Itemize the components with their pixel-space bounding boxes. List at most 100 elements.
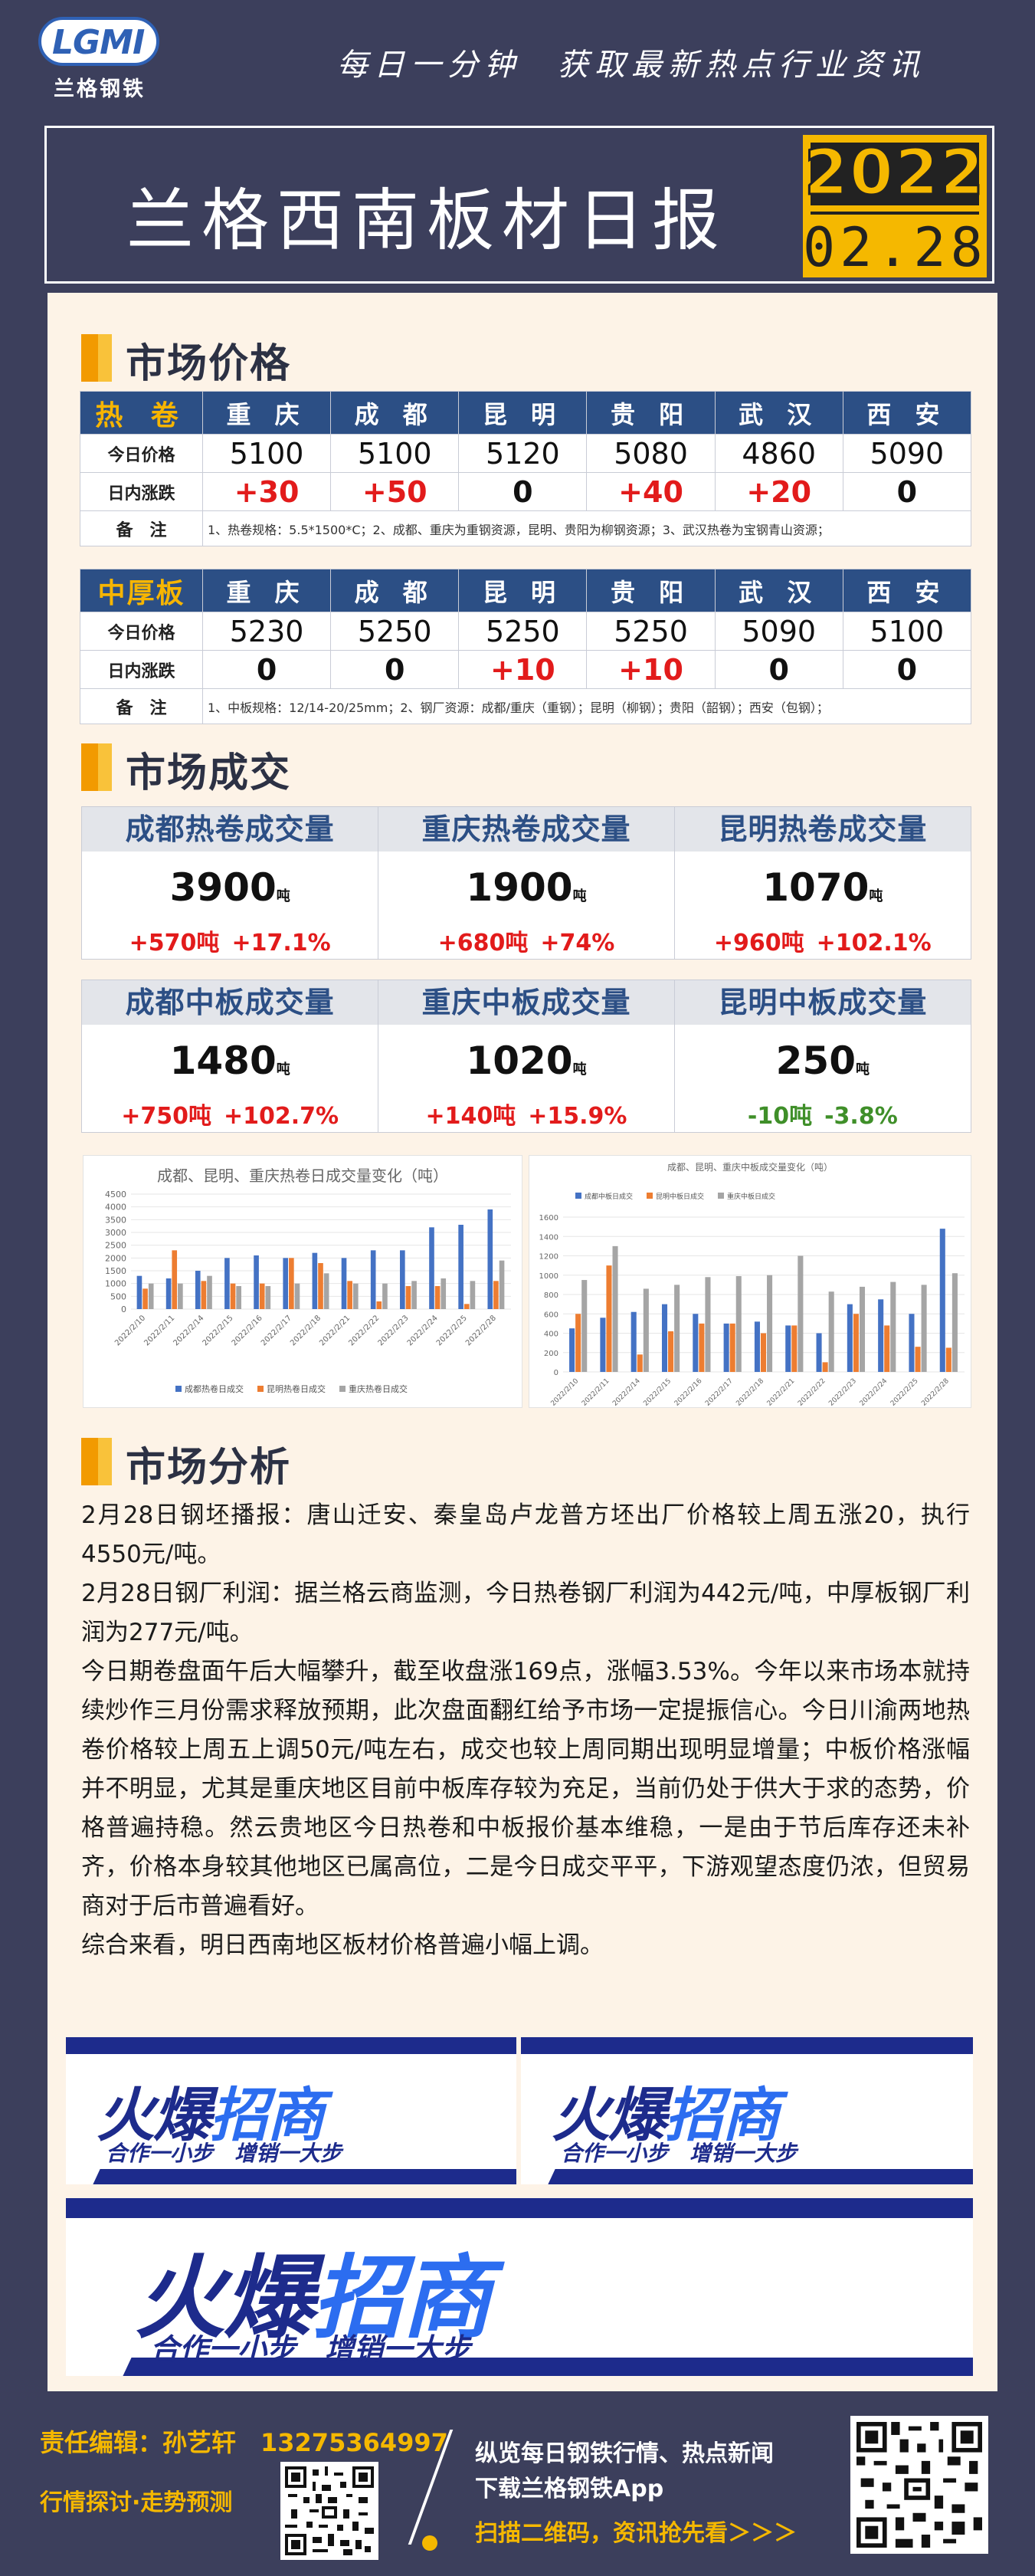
top-bar: LGMI 兰格钢铁 每日一分钟 获取最新热点行业资讯 — [0, 0, 1035, 115]
banner-sub: 合作一小步 增销一大步 — [150, 2332, 471, 2366]
volume-card: 昆明热卷成交量 1070吨 +960吨 +102.1% — [673, 806, 971, 960]
bar — [785, 1325, 791, 1372]
price-cell: 5100 — [201, 434, 332, 473]
promo-banner[interactable]: 火爆招商 合作一小步 增销一大步 — [521, 2037, 973, 2184]
change-row: 日内涨跌 +30 +50 0 +40 +20 0 — [80, 472, 972, 511]
scan-qr-line[interactable]: 扫描二维码，资讯抢先看＞＞＞ — [475, 2520, 797, 2547]
bar — [142, 1288, 148, 1309]
volume-value-line: 3900吨 — [82, 867, 378, 917]
x-tick-label: 2022/2/21 — [318, 1314, 352, 1347]
volume-unit: 吨 — [276, 1062, 290, 1078]
legend-label: 昆明热卷日成交 — [267, 1383, 326, 1394]
city-header: 贵 阳 — [586, 569, 716, 612]
lgmi-logo[interactable]: LGMI 兰格钢铁 — [38, 17, 161, 101]
bar — [201, 1281, 207, 1309]
bar — [630, 1311, 637, 1372]
volume-change: +570吨 +17.1% — [82, 924, 378, 957]
legend-label: 重庆中板日成交 — [727, 1192, 775, 1201]
bar — [499, 1260, 505, 1309]
x-tick-label: 2022/2/24 — [859, 1377, 889, 1407]
bar — [723, 1323, 729, 1372]
price-row: 今日价格 5100 5100 5120 5080 4860 5090 — [80, 434, 972, 473]
x-tick-label: 2022/2/25 — [889, 1377, 920, 1407]
legend-swatch — [647, 1193, 653, 1199]
city-header: 武 汉 — [714, 391, 843, 435]
city-header: 西 安 — [842, 391, 972, 435]
promo-banner[interactable]: 火爆招商 合作一小步 增销一大步 — [66, 2198, 973, 2376]
y-tick-label: 600 — [544, 1311, 558, 1319]
chart-title: 成都、昆明、重庆中板成交量变化（吨） — [667, 1162, 833, 1173]
bar — [341, 1258, 347, 1309]
banner-title: 火爆招商 — [135, 2224, 492, 2355]
volume-value: 1900 — [466, 865, 573, 910]
bar — [318, 1263, 323, 1309]
bar — [312, 1252, 318, 1309]
banner-stripe — [93, 2169, 516, 2184]
bar — [283, 1258, 289, 1309]
banner-title-a: 火爆 — [135, 2245, 314, 2351]
volume-change: +680吨 +74% — [378, 924, 674, 957]
volume-value-line: 1070吨 — [675, 867, 971, 917]
legend-swatch — [718, 1193, 724, 1199]
y-tick-label: 1400 — [539, 1233, 558, 1242]
heading-bar-icon — [81, 334, 112, 382]
hot-roll-volume-grid: 成都热卷成交量 3900吨 +570吨 +17.1% 重庆热卷成交量 1900吨 … — [81, 806, 971, 960]
note-row: 备 注 1、中板规格：12/14-20/25mm；2、钢厂资源：成都/重庆（重钢… — [80, 688, 971, 724]
bar — [352, 1283, 359, 1309]
bar — [224, 1258, 230, 1309]
product-kind: 中厚板 — [80, 569, 203, 612]
app-qr-code-icon[interactable] — [850, 2416, 988, 2554]
x-tick-label: 2022/2/22 — [797, 1377, 827, 1407]
x-tick-label: 2022/2/17 — [260, 1314, 293, 1347]
bar — [289, 1258, 294, 1309]
plate-price-table: 中厚板 重 庆 成 都 昆 明 贵 阳 武 汉 西 安 今日价格 5230 52… — [80, 569, 972, 724]
banner-title-b: 招商 — [313, 2245, 492, 2351]
change-row: 日内涨跌 0 0 +10 +10 0 0 — [80, 650, 972, 689]
promo-banner[interactable]: 火爆招商 合作一小步 增销一大步 — [66, 2037, 516, 2184]
bar — [405, 1286, 411, 1309]
volume-value: 1070 — [762, 865, 870, 910]
city-header: 重 庆 — [201, 569, 332, 612]
banner-sub: 合作一小步 增销一大步 — [561, 2141, 798, 2166]
y-tick-label: 1000 — [539, 1272, 558, 1281]
banner-stripe — [521, 2037, 973, 2054]
analysis-paragraph: 2月28日钢厂利润：据兰格云商监测，今日热卷钢厂利润为442元/吨，中厚板钢厂利… — [81, 1580, 970, 1646]
x-tick-label: 2022/2/15 — [201, 1314, 235, 1347]
legend-label: 重庆热卷日成交 — [349, 1383, 408, 1394]
bar — [767, 1275, 773, 1372]
bar — [172, 1250, 178, 1309]
analysis-body: 2月28日钢坯播报：唐山迁安、秦皇岛卢龙普方坯出厂价格较上周五涨20，执行455… — [81, 1496, 970, 1965]
bar — [847, 1304, 853, 1372]
x-tick-label: 2022/2/14 — [611, 1377, 642, 1407]
volume-change: +750吨 +102.7% — [82, 1097, 378, 1130]
bar — [915, 1347, 921, 1372]
heading-bar-icon — [81, 743, 112, 791]
x-tick-label: 2022/2/22 — [347, 1314, 381, 1347]
volume-card-title: 重庆热卷成交量 — [378, 807, 675, 852]
bar — [429, 1227, 434, 1309]
bar — [884, 1325, 890, 1372]
bar — [859, 1286, 866, 1372]
bar — [600, 1318, 606, 1372]
bar — [705, 1277, 711, 1372]
bar — [760, 1333, 767, 1372]
y-tick-label: 2500 — [105, 1241, 126, 1251]
bar — [441, 1278, 447, 1309]
x-tick-label: 2022/2/17 — [704, 1377, 735, 1407]
date-badge: 2022 02.28 — [803, 135, 987, 279]
bar — [347, 1281, 352, 1309]
analysis-paragraph: 2月28日钢坯播报：唐山迁安、秦皇岛卢龙普方坯出厂价格较上周五涨20，执行455… — [81, 1501, 970, 1568]
change-cell: +30 — [201, 472, 332, 511]
qr-code-icon[interactable] — [280, 2462, 378, 2560]
note-text: 1、热卷规格：5.5*1500*C；2、成都、重庆为重钢资源，昆明、贵阳为柳钢资… — [202, 510, 971, 546]
bar — [575, 1314, 581, 1372]
change-cell: 0 — [458, 472, 588, 511]
bar — [458, 1225, 463, 1309]
x-tick-label: 2022/2/14 — [172, 1314, 205, 1347]
bar — [207, 1275, 212, 1309]
hot-roll-chart-svg: 0 500 1000 1500 2000 2500 3000 3500 4000 4500 2022… — [105, 1190, 511, 1394]
footer: 责任编辑：孙艺轩 13275364997 行情探讨·走势预测 纵览每日钢 — [0, 2399, 1035, 2576]
volume-change: +960吨 +102.1% — [675, 924, 971, 957]
y-tick-label: 1600 — [539, 1214, 558, 1222]
app-promo-line: 纵览每日钢铁行情、热点新闻 — [475, 2440, 774, 2467]
